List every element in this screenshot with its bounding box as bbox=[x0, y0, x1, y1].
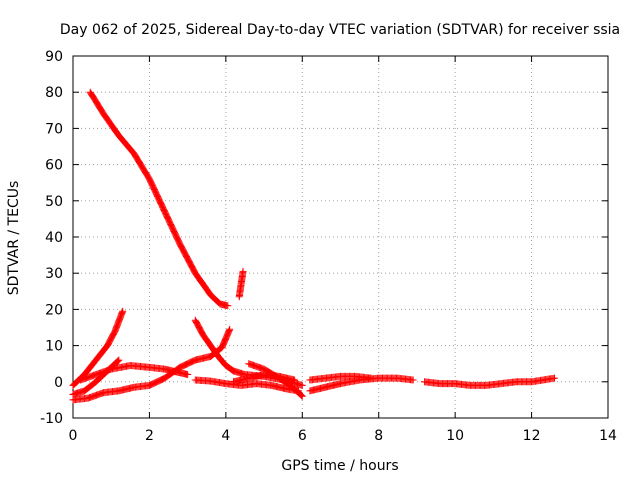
data-point bbox=[298, 381, 306, 389]
y-tick-label: 10 bbox=[45, 339, 63, 355]
data-point bbox=[114, 357, 122, 365]
y-axis-label: SDTVAR / TECUs bbox=[6, 181, 22, 296]
y-tick-label: 50 bbox=[45, 194, 63, 210]
data-point bbox=[119, 307, 127, 315]
x-tick-label: 6 bbox=[298, 428, 307, 444]
grid-lines bbox=[73, 56, 608, 418]
data-point bbox=[184, 371, 192, 379]
data-point bbox=[291, 376, 299, 384]
data-point bbox=[239, 267, 247, 275]
x-axis-label: GPS time / hours bbox=[281, 458, 398, 474]
data-point bbox=[297, 391, 305, 399]
series-track-10 bbox=[230, 371, 299, 386]
data-point bbox=[113, 358, 121, 366]
y-tick-label: 80 bbox=[45, 85, 63, 101]
data-point bbox=[297, 391, 305, 399]
data-point bbox=[367, 374, 375, 382]
data-points bbox=[69, 88, 558, 404]
y-tick-label: -10 bbox=[40, 411, 63, 427]
series-track-12 bbox=[306, 372, 375, 384]
series-track-1 bbox=[86, 88, 232, 310]
data-point bbox=[224, 302, 232, 310]
y-tick-label: 60 bbox=[45, 158, 63, 174]
x-tick-label: 2 bbox=[145, 428, 154, 444]
data-point bbox=[226, 325, 234, 333]
data-point bbox=[115, 356, 123, 364]
y-axis: -10 0 10 20 30 40 50 60 70 80 90 bbox=[40, 49, 608, 427]
x-tick-label: 14 bbox=[599, 428, 617, 444]
data-point bbox=[409, 376, 417, 384]
x-tick-label: 4 bbox=[221, 428, 230, 444]
x-tick-label: 10 bbox=[446, 428, 464, 444]
x-tick-label: 12 bbox=[523, 428, 541, 444]
y-tick-label: 40 bbox=[45, 230, 63, 246]
x-axis: 0 2 4 6 8 10 12 14 bbox=[69, 56, 617, 444]
y-tick-label: 30 bbox=[45, 266, 63, 282]
x-tick-label: 8 bbox=[374, 428, 383, 444]
y-tick-label: 0 bbox=[54, 375, 63, 391]
x-tick-label: 0 bbox=[69, 428, 78, 444]
data-point bbox=[551, 374, 558, 382]
y-tick-label: 90 bbox=[45, 49, 63, 65]
y-tick-label: 70 bbox=[45, 121, 63, 137]
chart-title: Day 062 of 2025, Sidereal Day-to-day VTE… bbox=[60, 22, 620, 38]
series-track-7 bbox=[235, 267, 247, 301]
y-tick-label: 20 bbox=[45, 302, 63, 318]
series-track-13 bbox=[421, 374, 558, 389]
data-point bbox=[298, 392, 306, 400]
